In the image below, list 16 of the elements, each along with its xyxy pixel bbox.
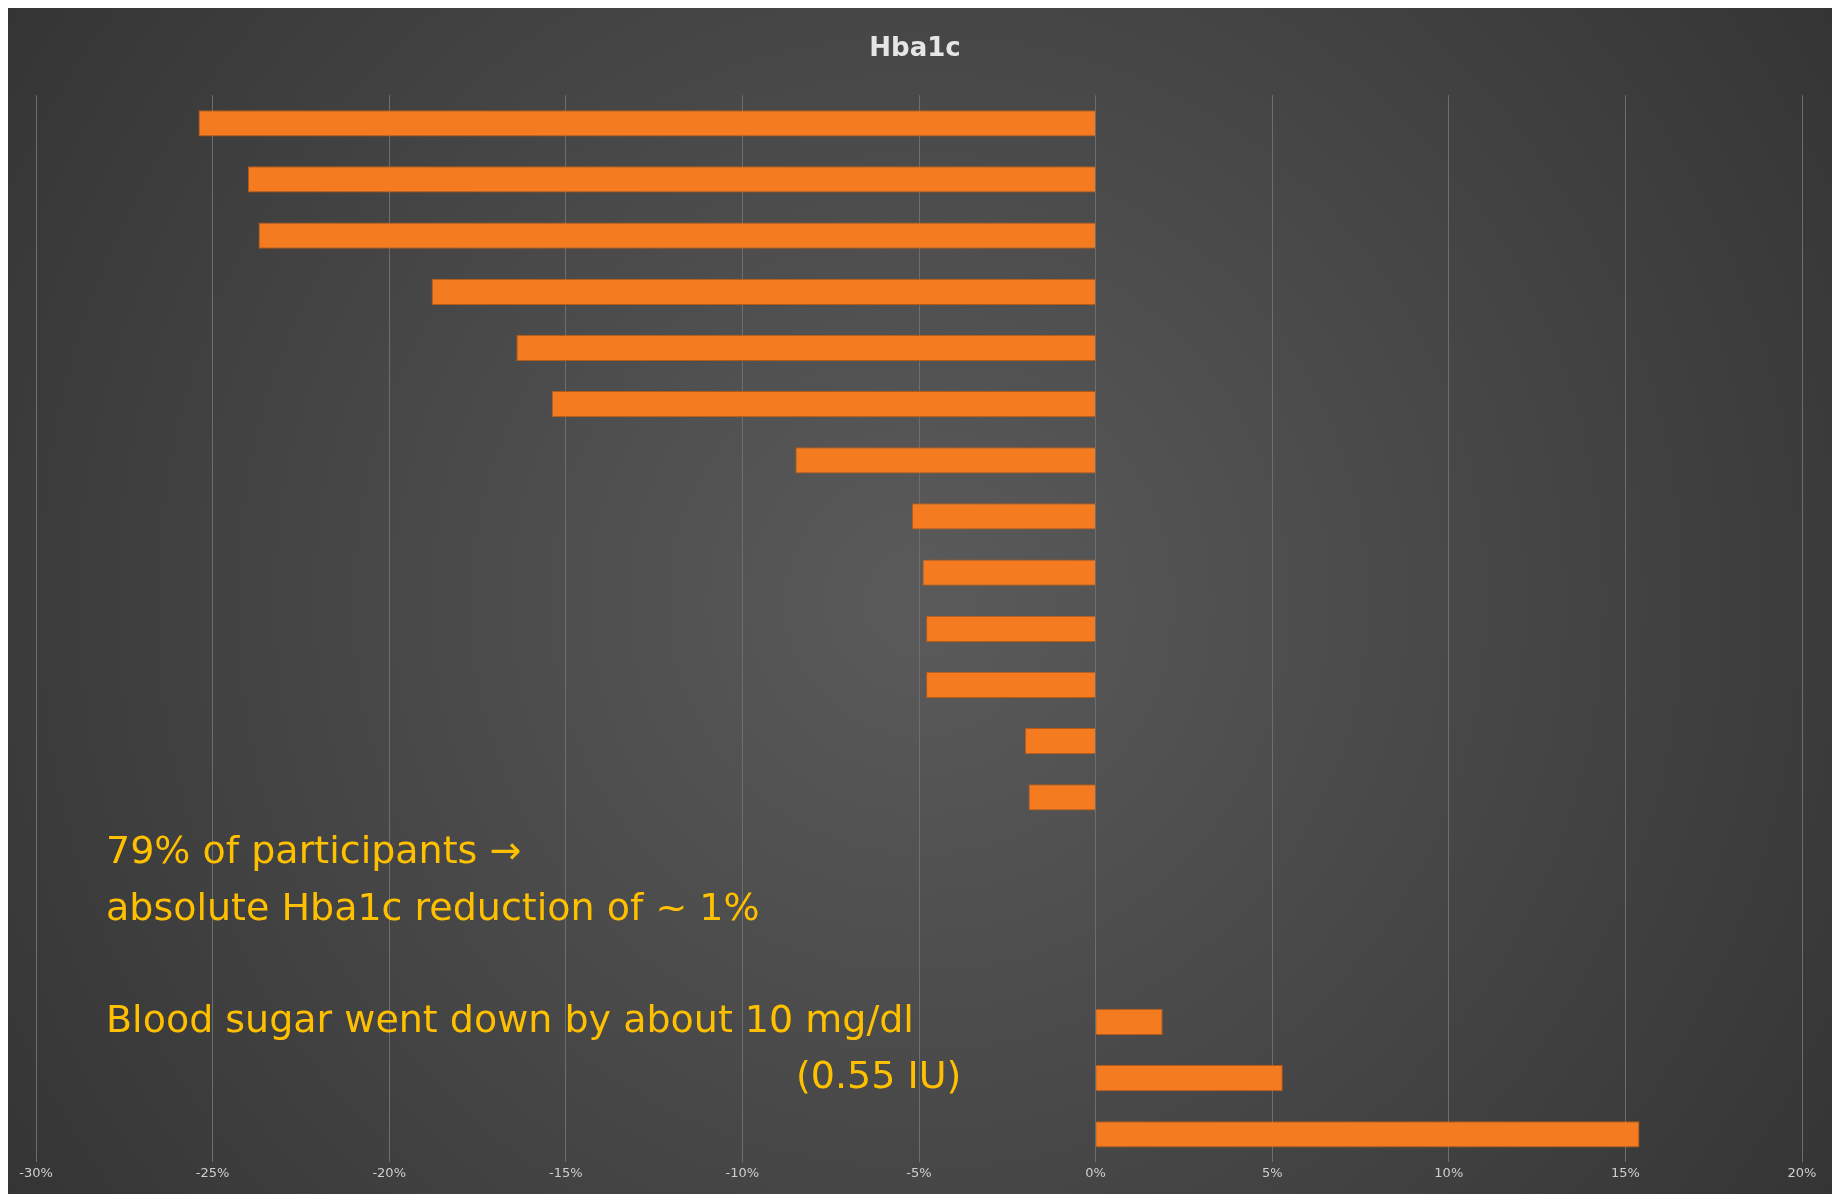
x-tick-label: -10% xyxy=(725,1164,760,1180)
x-tick-label: -15% xyxy=(549,1164,583,1180)
annotation: (0.55 IU) xyxy=(796,1053,962,1098)
x-tick-label: 0% xyxy=(1085,1164,1106,1180)
x-tick-label: -30% xyxy=(19,1164,53,1180)
x-tick-label: -5% xyxy=(906,1164,932,1180)
x-tick-label: 20% xyxy=(1787,1164,1817,1180)
x-tick-label: -20% xyxy=(372,1164,406,1180)
x-tick-label: -25% xyxy=(195,1164,230,1180)
annotation: 79% of participants → xyxy=(106,828,522,873)
annotation: absolute Hba1c reduction of ~ 1% xyxy=(106,884,760,929)
x-tick-label: 15% xyxy=(1610,1164,1640,1180)
x-tick-label: 10% xyxy=(1434,1164,1464,1180)
annotation: Blood sugar went down by about 10 mg/dl xyxy=(106,996,914,1041)
x-tick-label: 5% xyxy=(1261,1164,1283,1180)
chart-title: Hba1c xyxy=(869,32,961,63)
